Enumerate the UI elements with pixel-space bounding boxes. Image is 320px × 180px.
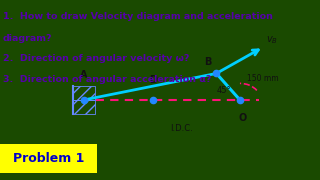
Text: 1.  How to draw Velocity diagram and acceleration: 1. How to draw Velocity diagram and acce… bbox=[3, 12, 273, 21]
Text: D: D bbox=[149, 75, 157, 85]
FancyBboxPatch shape bbox=[0, 144, 97, 173]
Text: O: O bbox=[239, 113, 247, 123]
Text: 2.  Direction of angular velocity ω?: 2. Direction of angular velocity ω? bbox=[3, 54, 189, 63]
Text: 3.  Direction of angular acceleration α?: 3. Direction of angular acceleration α? bbox=[3, 75, 211, 84]
Bar bbox=[73, 86, 95, 100]
Text: Problem 1: Problem 1 bbox=[13, 152, 84, 165]
Text: A: A bbox=[80, 70, 88, 80]
Text: 45°: 45° bbox=[216, 86, 231, 95]
Text: B: B bbox=[204, 57, 211, 67]
Text: diagram?: diagram? bbox=[3, 34, 52, 43]
Bar bbox=[73, 100, 95, 114]
Text: I.D.C.: I.D.C. bbox=[170, 124, 192, 133]
Text: 150 mm: 150 mm bbox=[247, 74, 279, 83]
Text: $v_B$: $v_B$ bbox=[267, 34, 278, 46]
